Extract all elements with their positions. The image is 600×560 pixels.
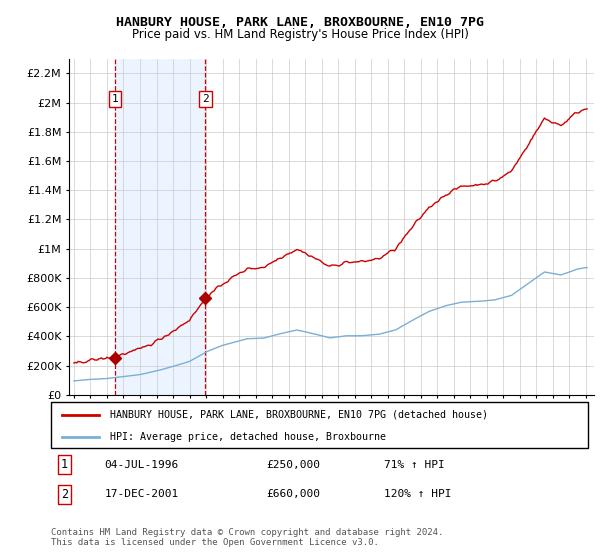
Text: 2: 2: [202, 94, 209, 104]
Text: HANBURY HOUSE, PARK LANE, BROXBOURNE, EN10 7PG (detached house): HANBURY HOUSE, PARK LANE, BROXBOURNE, EN…: [110, 410, 488, 420]
Text: Contains HM Land Registry data © Crown copyright and database right 2024.
This d: Contains HM Land Registry data © Crown c…: [51, 528, 443, 547]
Text: 120% ↑ HPI: 120% ↑ HPI: [384, 489, 451, 499]
Text: £660,000: £660,000: [266, 489, 320, 499]
FancyBboxPatch shape: [51, 402, 588, 448]
Text: 2: 2: [61, 488, 68, 501]
Text: HANBURY HOUSE, PARK LANE, BROXBOURNE, EN10 7PG: HANBURY HOUSE, PARK LANE, BROXBOURNE, EN…: [116, 16, 484, 29]
Text: 04-JUL-1996: 04-JUL-1996: [105, 460, 179, 469]
Text: £250,000: £250,000: [266, 460, 320, 469]
Text: HPI: Average price, detached house, Broxbourne: HPI: Average price, detached house, Brox…: [110, 432, 386, 441]
Text: 17-DEC-2001: 17-DEC-2001: [105, 489, 179, 499]
Text: Price paid vs. HM Land Registry's House Price Index (HPI): Price paid vs. HM Land Registry's House …: [131, 28, 469, 41]
Bar: [115, 59, 205, 395]
Text: 71% ↑ HPI: 71% ↑ HPI: [384, 460, 445, 469]
Text: 1: 1: [61, 458, 68, 471]
Text: 1: 1: [112, 94, 119, 104]
